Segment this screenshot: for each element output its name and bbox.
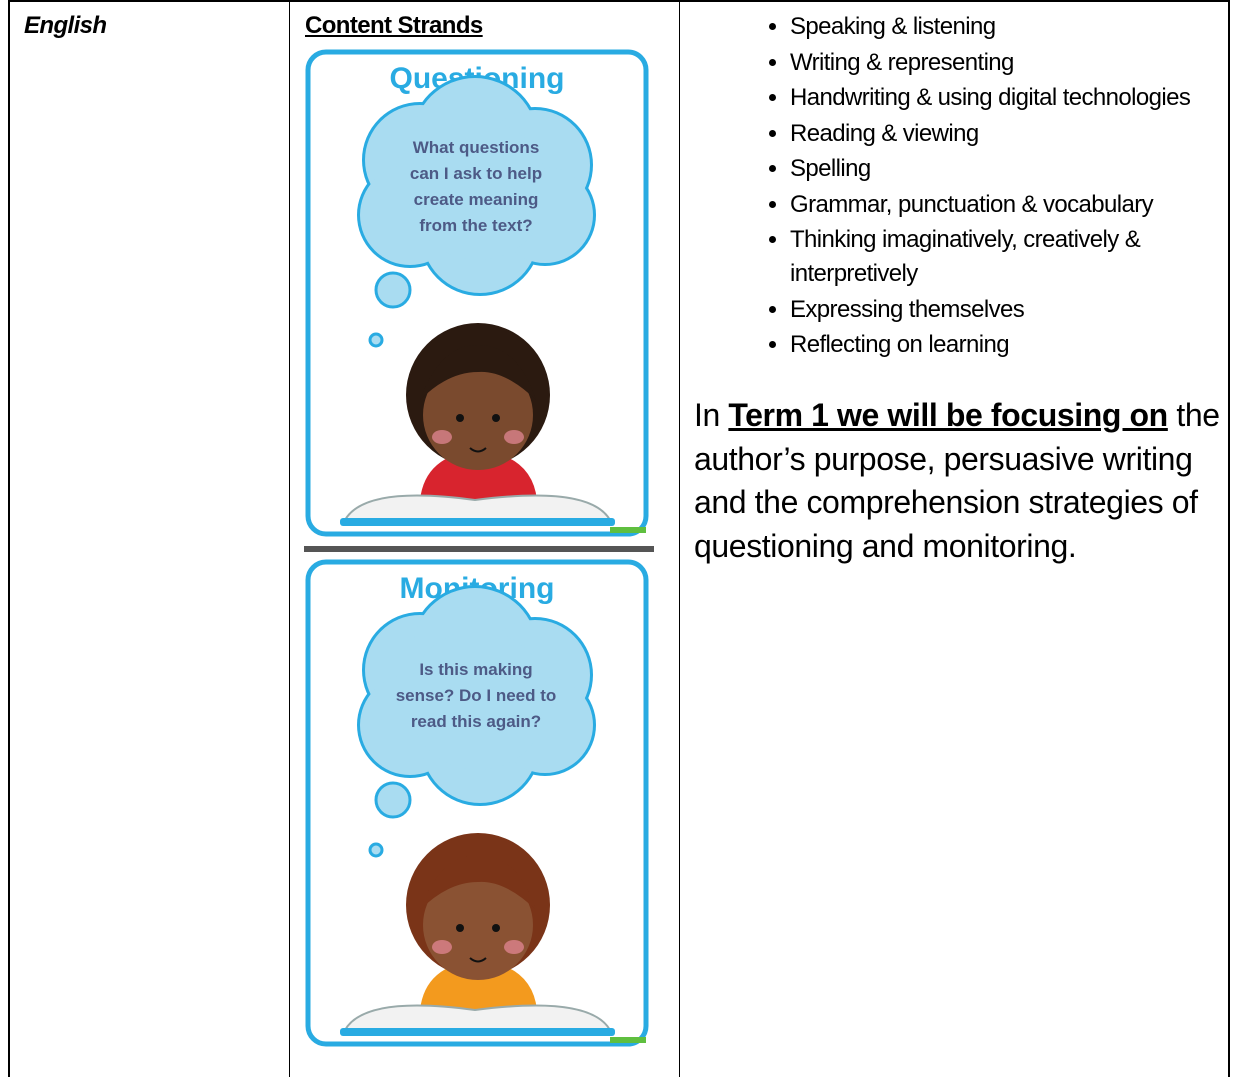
eye <box>456 414 464 422</box>
bubble <box>374 781 412 819</box>
poster-question: sense? Do I need to <box>396 686 557 705</box>
eye <box>492 414 500 422</box>
bubble <box>368 332 384 348</box>
poster-divider <box>304 546 654 552</box>
bubble <box>368 842 384 858</box>
book-base <box>340 518 615 526</box>
logo <box>610 1037 646 1043</box>
focus-paragraph: In Term 1 we will be focusing on the aut… <box>694 394 1224 568</box>
heading: Content Strands <box>305 12 483 39</box>
focus-rest: the author’s purpose, persuasive writing… <box>694 397 1220 564</box>
cheek <box>504 940 524 954</box>
face <box>423 360 533 470</box>
fringe <box>420 855 536 910</box>
focus-emphasis: Term 1 we will be focusing on <box>728 397 1168 433</box>
cheek <box>432 430 452 444</box>
strand: Spelling <box>790 152 1225 186</box>
smile <box>469 447 487 453</box>
cloud <box>408 120 548 260</box>
poster-question: What questions <box>413 138 540 157</box>
strand: Grammar, punctuation & vocabulary <box>790 188 1225 222</box>
subject: English <box>24 12 107 39</box>
poster-question: read this again? <box>411 712 541 731</box>
strand: Expressing themselves <box>790 293 1225 327</box>
strand: Reflecting on learning <box>790 328 1225 362</box>
cloud <box>408 630 548 770</box>
column-border <box>679 0 680 1077</box>
table-border <box>8 0 10 1077</box>
book <box>343 1004 612 1037</box>
shirt <box>420 960 537 1010</box>
poster-question: can I ask to help <box>410 164 542 183</box>
logo <box>610 527 646 533</box>
face <box>423 870 533 980</box>
strand: Thinking imaginatively, creatively & int… <box>790 223 1225 291</box>
strand: Handwriting & using digital technologies <box>790 81 1225 115</box>
strand: Writing & representing <box>790 46 1225 80</box>
table-border <box>1228 0 1230 1077</box>
cheek <box>432 940 452 954</box>
poster-question: create meaning <box>414 190 539 209</box>
table-border <box>8 0 1230 2</box>
shirt <box>420 450 537 500</box>
strand: Speaking & listening <box>790 10 1225 44</box>
fringe <box>420 345 536 400</box>
bubble <box>374 271 412 309</box>
smile <box>469 957 487 963</box>
cheek <box>504 430 524 444</box>
strand: Reading & viewing <box>790 117 1225 151</box>
book-base <box>340 1028 615 1036</box>
eye <box>456 924 464 932</box>
strand-list: Speaking & listeningWriting & representi… <box>700 10 1225 364</box>
eye <box>492 924 500 932</box>
book <box>343 494 612 527</box>
poster-question: from the text? <box>419 216 532 235</box>
column-border <box>289 0 290 1077</box>
poster-question: Is this making <box>419 660 532 679</box>
focus-prefix: In <box>694 397 720 433</box>
